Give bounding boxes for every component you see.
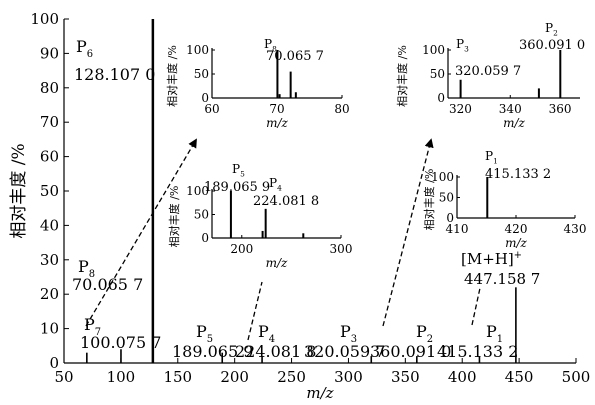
peak-value-label: 360.091 0 [370, 342, 451, 361]
peak-value-label: 100.075 7 [80, 333, 161, 352]
zoom-arrow [85, 138, 197, 327]
peak-value-label: 70.065 7 [72, 275, 143, 294]
inset-peak-value: 189.065 9 [204, 180, 270, 195]
peak-value-label: 447.158 7 [464, 270, 540, 288]
x-tick-label: 250 [277, 368, 306, 386]
peak-value-label: 415.133 2 [437, 342, 518, 361]
x-tick-label: 150 [163, 368, 192, 386]
y-tick-label: 90 [40, 44, 59, 62]
inset-x-tick-label: 360 [549, 102, 572, 116]
zoom-arrow [382, 138, 434, 327]
inset-x-tick-label: 320 [449, 102, 472, 116]
peak-label: P5 [232, 162, 245, 179]
inset-y-axis-label: 相对丰度 /% [422, 169, 436, 231]
inset-peak-value: 70.065 7 [266, 49, 324, 64]
inset-plot: 0 50 100 320 340 360 m/z 相对丰度 /% P3 320.059 7 P236… [395, 21, 585, 130]
inset-peak-value: 415.133 2 [485, 167, 551, 182]
peak-label: P6 [76, 37, 93, 60]
inset-y-tick-label: 50 [430, 67, 445, 81]
inset-y-tick-label: 0 [201, 91, 209, 105]
x-tick-label: 400 [448, 368, 477, 386]
inset-y-axis-label: 相对丰度 /% [167, 186, 181, 248]
inset-y-tick-label: 50 [194, 208, 209, 222]
x-tick-label: 100 [107, 368, 136, 386]
peak-label: P2 [416, 322, 433, 345]
inset-y-tick-label: 0 [201, 231, 209, 245]
inset-x-tick-label: 60 [204, 102, 219, 116]
inset-x-tick-label: 200 [230, 242, 253, 256]
inset-y-tick-label: 0 [446, 211, 454, 225]
inset-y-tick-label: 100 [431, 170, 454, 184]
x-tick-label: 50 [54, 368, 73, 386]
x-tick-label: 350 [391, 368, 420, 386]
inset-x-axis-label: m/z [503, 116, 525, 130]
y-tick-label: 30 [40, 251, 59, 269]
inset-x-tick-label: 410 [446, 222, 469, 236]
x-tick-label: 300 [334, 368, 363, 386]
x-tick-label: 200 [220, 368, 249, 386]
y-tick-label: 0 [49, 354, 59, 372]
peak-label: P4 [258, 322, 275, 345]
peak-value-label: 320.059 7 [304, 342, 385, 361]
peak-label: P1 [485, 149, 498, 166]
inset-y-axis-label: 相对丰度 /% [165, 45, 179, 107]
inset-y-tick-label: 100 [186, 43, 209, 57]
inset-x-tick-label: 80 [334, 102, 349, 116]
peak-value-label: 128.107 0 [74, 65, 155, 84]
peak-label: P3 [340, 322, 357, 345]
peak-label: P8 [78, 257, 95, 280]
inset-y-tick-label: 50 [194, 67, 209, 81]
peak-label: P4 [269, 176, 282, 193]
y-tick-label: 80 [40, 79, 59, 97]
peak-label: [M+H]+ [461, 250, 522, 268]
inset-x-axis-label: m/z [505, 236, 527, 250]
zoom-link [247, 281, 263, 341]
peak-label: P3 [456, 37, 469, 54]
inset-y-axis-label: 相对丰度 /% [395, 45, 409, 107]
peak-label: P8 [264, 37, 277, 54]
inset-peak-value: 320.059 7 [455, 64, 521, 79]
inset-x-tick-label: 420 [505, 222, 528, 236]
y-tick-label: 60 [40, 148, 59, 166]
peak-label: P2 [545, 21, 558, 38]
peak-label: P7 [84, 315, 101, 338]
y-tick-label: 70 [40, 113, 59, 131]
y-axis-label: 相对丰度 /% [9, 143, 29, 238]
x-tick-label: 450 [505, 368, 534, 386]
inset-y-tick-label: 50 [439, 191, 454, 205]
y-tick-label: 100 [30, 10, 59, 28]
y-tick-label: 50 [40, 182, 59, 200]
inset-x-tick-label: 70 [269, 102, 284, 116]
inset-x-tick-label: 300 [330, 242, 353, 256]
peak-value-label: 224.081 8 [235, 342, 316, 361]
inset-y-tick-label: 100 [186, 184, 209, 198]
peak-value-label: 189.065 9 [172, 342, 253, 361]
inset-peak-value: 360.091 0 [519, 38, 585, 53]
main-plot: 0 10 20 30 40 50 60 70 80 90 100 50 100 150 200 250 300 3… [9, 10, 590, 402]
inset-x-axis-label: m/z [266, 116, 288, 130]
peak-label: P1 [486, 322, 503, 345]
peak-label: P5 [196, 322, 213, 345]
inset-x-tick-label: 430 [564, 222, 587, 236]
y-tick-label: 20 [40, 285, 59, 303]
y-tick-label: 10 [40, 320, 59, 338]
inset-peak-value: 224.081 8 [253, 194, 319, 209]
zoom-link [471, 287, 481, 326]
x-tick-label: 500 [562, 368, 591, 386]
inset-y-tick-label: 100 [422, 43, 445, 57]
x-axis-label: m/z [306, 384, 333, 402]
inset-x-axis-label: m/z [266, 256, 288, 270]
inset-y-tick-label: 0 [437, 91, 445, 105]
inset-x-tick-label: 340 [499, 102, 522, 116]
y-tick-label: 40 [40, 216, 59, 234]
